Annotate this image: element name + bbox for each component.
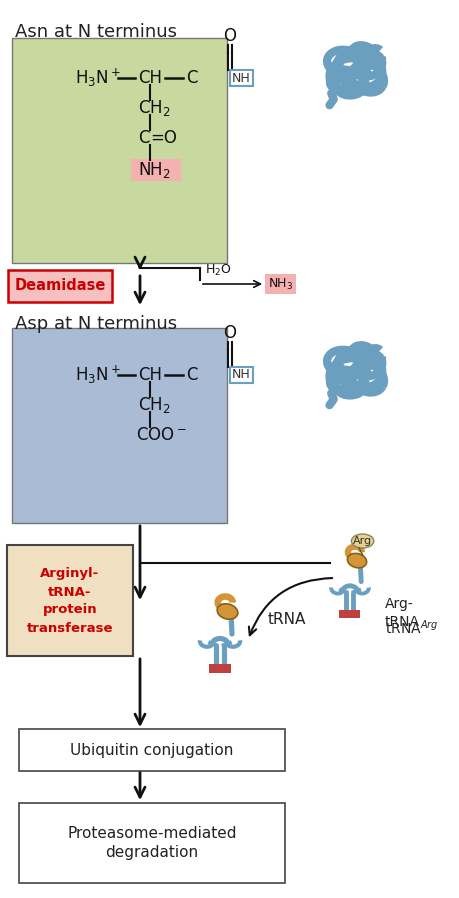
Text: COO$^-$: COO$^-$	[136, 426, 186, 444]
Text: O: O	[223, 27, 236, 45]
Text: Arginyl-
tRNA-
protein
transferase: Arginyl- tRNA- protein transferase	[27, 568, 113, 635]
Text: tRNA: tRNA	[268, 612, 306, 628]
FancyBboxPatch shape	[208, 664, 231, 673]
FancyBboxPatch shape	[12, 328, 226, 523]
Ellipse shape	[351, 534, 373, 548]
Text: NH$_3$: NH$_3$	[268, 277, 292, 292]
FancyBboxPatch shape	[7, 545, 133, 656]
FancyBboxPatch shape	[339, 610, 360, 618]
Text: Asn at N terminus: Asn at N terminus	[15, 23, 177, 41]
Text: O: O	[223, 324, 236, 342]
Text: NH: NH	[231, 72, 250, 84]
FancyBboxPatch shape	[12, 38, 226, 263]
Text: CH$_2$: CH$_2$	[138, 395, 170, 415]
Text: H$_3$N$^+$: H$_3$N$^+$	[75, 66, 121, 89]
Text: H$_2$O: H$_2$O	[205, 262, 231, 277]
Text: Proteasome-mediated
degradation: Proteasome-mediated degradation	[67, 825, 236, 860]
Text: C: C	[185, 69, 197, 87]
Text: NH$_2$: NH$_2$	[137, 160, 170, 180]
Text: tRNA$^{Arg}$: tRNA$^{Arg}$	[384, 619, 437, 638]
FancyBboxPatch shape	[131, 159, 180, 181]
Text: Arg-
tRNA: Arg- tRNA	[384, 597, 419, 629]
Ellipse shape	[347, 553, 366, 568]
Text: CH: CH	[138, 69, 162, 87]
Text: H$_3$N$^+$: H$_3$N$^+$	[75, 364, 121, 386]
Text: Asp at N terminus: Asp at N terminus	[15, 315, 177, 333]
Text: C: C	[138, 129, 149, 147]
Text: Ubiquitin conjugation: Ubiquitin conjugation	[70, 743, 233, 758]
Text: Deamidase: Deamidase	[14, 278, 106, 294]
Text: NH: NH	[231, 368, 250, 382]
Text: =O: =O	[150, 129, 177, 147]
Text: Arg: Arg	[352, 536, 371, 546]
Text: CH: CH	[138, 366, 162, 384]
Text: C: C	[185, 366, 197, 384]
FancyBboxPatch shape	[8, 270, 112, 302]
Ellipse shape	[217, 603, 237, 620]
FancyBboxPatch shape	[19, 729, 285, 771]
Text: CH$_2$: CH$_2$	[138, 98, 170, 118]
FancyBboxPatch shape	[19, 803, 285, 883]
